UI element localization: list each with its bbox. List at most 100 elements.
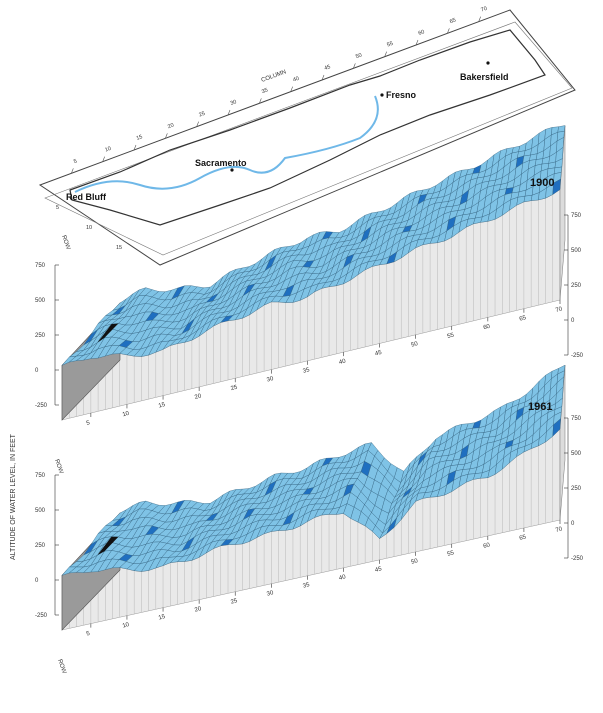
surface-1961-mesh [61,364,566,576]
place-fresno: Fresno [386,90,417,100]
map-column-tick-mark [71,168,74,174]
column-tick-label: 55 [447,550,456,558]
column-tick-label: 10 [122,622,131,630]
column-tick-label: 5 [86,631,91,638]
surface-right-wall [559,365,566,521]
z-tick-label: 250 [571,283,582,289]
map-column-tick-label: 5 [73,159,78,166]
place-sacramento-marker [230,168,234,172]
z-tick-label: -250 [35,403,48,409]
surface-1961-right-axis: 750 500 250 0 -250 [564,416,584,562]
place-fresno-marker [380,93,384,97]
column-tick-label: 20 [194,606,203,614]
surface-1961-column-ticks: 5 10 15 20 25 30 35 40 45 50 55 60 65 70 [86,520,564,638]
map-row-tick-label: 15 [116,245,122,251]
map-column-tick-mark [133,144,137,151]
surface-1961-title: 1961 [528,401,552,413]
place-bakersfield: Bakersfield [460,72,509,82]
map-column-tick-mark [478,16,481,22]
z-tick-label: -250 [35,613,48,619]
z-tick-label: 0 [571,521,575,527]
z-tick-label: 500 [35,508,46,514]
column-tick-label: 20 [194,393,203,401]
column-tick-label: 30 [266,590,275,598]
column-tick-label: 55 [447,332,456,340]
surface-1900-row-label: ROW [53,459,64,475]
z-tick-label: 750 [35,263,46,269]
map-row-tick-label: 10 [86,225,92,231]
surface-cell [552,418,561,437]
surface-1900-walls [61,125,566,421]
z-tick-label: 500 [571,248,582,254]
map-column-tick-mark [415,39,419,46]
column-tick-label: 15 [158,402,167,410]
z-tick-label: 750 [35,473,46,479]
z-tick-label: -250 [571,353,584,359]
surface-1900-left-axis: 750 500 250 0 -250 [35,263,59,409]
map-column-ticks: 5 10 15 20 25 30 35 40 45 50 55 60 65 70 [71,6,488,174]
column-tick-label: 50 [411,558,420,566]
surface-1900: 750 500 250 0 -250 750 500 250 0 -250 5 10 15 20 25 3… [35,125,584,475]
map-row-tick-label: 5 [56,205,59,211]
place-sacramento: Sacramento [195,158,247,168]
river [74,95,379,193]
map-column-tick-mark [196,121,199,127]
z-axis-label: ALTITUDE OF WATER LEVEL, IN FEET [10,433,17,560]
map-column-tick-mark [353,63,356,69]
surface-1900-mesh [61,125,566,366]
map-column-tick-mark [259,98,262,104]
surface-1961-left-axis: 750 500 250 0 -250 [35,473,59,619]
z-tick-label: 250 [35,333,46,339]
map-panel: 5 10 15 20 25 30 35 40 45 50 55 60 65 70 5 10 15 COLUMN… [38,6,576,266]
column-tick-label: 5 [86,420,91,427]
column-tick-label: 45 [375,350,384,358]
column-tick-label: 40 [338,574,347,582]
surface-1900-title: 1900 [530,177,554,189]
surface-dark-patch [97,323,119,343]
z-tick-label: 500 [35,298,46,304]
map-column-tick-label: 50 [355,52,363,60]
surface-dark-patch [97,536,119,556]
column-tick-label: 70 [555,306,564,314]
column-tick-label: 50 [411,341,420,349]
column-tick-label: 15 [158,614,167,622]
z-tick-label: 750 [571,416,582,422]
z-tick-label: 750 [571,213,582,219]
map-column-tick-mark [102,156,105,162]
z-tick-label: -250 [571,556,584,562]
map-column-tick-label: 10 [104,146,112,154]
map-column-tick-mark [447,28,450,34]
column-tick-label: 70 [555,526,564,534]
surface-1961-row-label: ROW [56,659,67,675]
map-column-tick-label: 60 [418,29,426,37]
map-row-ticks: 5 10 15 [56,205,122,251]
map-column-tick-label: 40 [292,76,300,84]
surface-right-wall [559,125,566,301]
column-tick-label: 60 [483,324,492,332]
place-bakersfield-marker [486,61,490,65]
map-column-tick-label: 25 [198,111,206,119]
map-column-tick-mark [290,86,293,92]
column-tick-label: 10 [122,411,131,419]
map-column-tick-mark [321,74,325,81]
valley-outline [69,29,546,226]
map-column-tick-label: 65 [449,17,457,25]
map-column-tick-mark [384,51,387,57]
z-tick-label: 250 [35,543,46,549]
column-tick-label: 45 [375,566,384,574]
map-column-tick-label: 35 [261,87,269,95]
column-tick-label: 25 [230,384,239,392]
map-column-tick-mark [227,109,231,116]
column-tick-label: 65 [519,534,528,542]
column-tick-label: 60 [483,542,492,550]
z-tick-label: 0 [35,368,39,374]
map-column-tick-label: 70 [480,6,488,14]
column-tick-label: 35 [302,582,311,590]
map-column-tick-mark [165,133,168,139]
map-column-axis-label: COLUMN [261,69,287,84]
z-tick-label: 0 [35,578,39,584]
map-column-tick-label: 30 [230,99,238,107]
map-column-tick-label: 45 [324,64,332,72]
